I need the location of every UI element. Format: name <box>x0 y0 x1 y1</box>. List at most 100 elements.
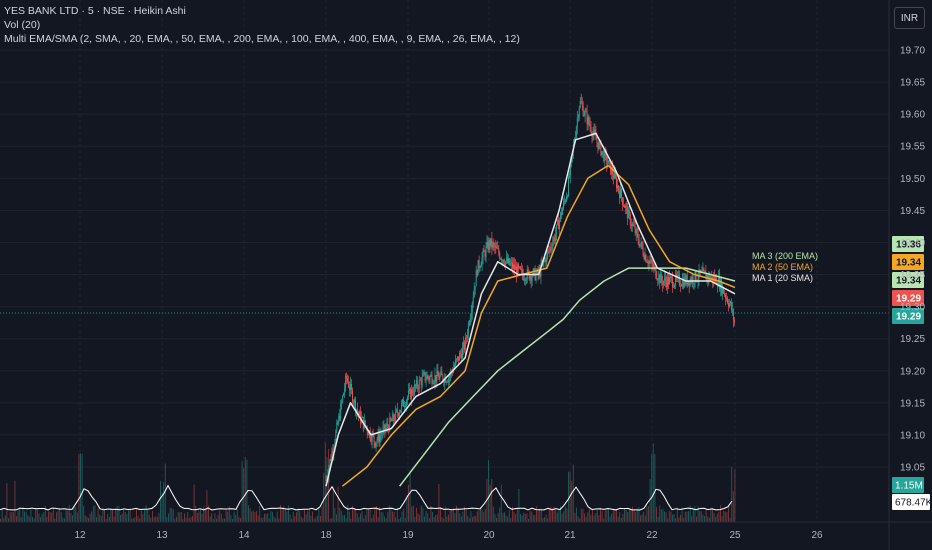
candle-body <box>719 276 721 290</box>
volume-bar <box>360 513 361 522</box>
volume-bar <box>139 518 141 522</box>
volume-bar <box>372 514 374 522</box>
y-tick-label: 19.65 <box>900 78 925 89</box>
volume-bar <box>560 506 561 522</box>
volume-bar <box>512 506 513 522</box>
candle-body <box>427 375 429 378</box>
volume-bar <box>520 513 521 522</box>
candle-body <box>440 371 442 376</box>
volume-bar <box>529 510 531 522</box>
candle-body <box>606 153 608 165</box>
candle-body <box>501 258 503 261</box>
candle-body <box>704 270 706 272</box>
ma-indicator-label[interactable]: Multi EMA/SMA (2, SMA, , 20, EMA, , 50, … <box>4 33 520 45</box>
ma2-line <box>341 164 736 487</box>
candle-body <box>395 410 397 421</box>
candle-body <box>492 242 494 248</box>
volume-bar <box>336 514 337 522</box>
candle-body <box>624 205 626 208</box>
candle-body <box>458 356 459 361</box>
volume-bar <box>456 505 457 522</box>
volume-bar <box>366 509 368 522</box>
volume-indicator-label[interactable]: Vol (20) <box>4 19 41 31</box>
volume-bar <box>585 516 587 522</box>
volume-bar <box>550 506 552 522</box>
candle-body <box>511 262 512 264</box>
volume-bar <box>262 517 264 522</box>
volume-bar <box>276 511 278 522</box>
candle-body <box>644 254 646 260</box>
volume-bar <box>64 518 65 522</box>
volume-bar <box>54 518 56 522</box>
candle-body <box>578 106 580 118</box>
candle-body <box>405 406 406 407</box>
volume-bar <box>169 507 171 522</box>
volume-bar <box>219 510 221 522</box>
currency-button[interactable]: INR <box>894 7 925 29</box>
volume-bar <box>35 508 37 522</box>
volume-bar <box>83 505 85 522</box>
volume-bar <box>545 514 547 522</box>
candle-body <box>430 375 432 377</box>
volume-bar <box>596 510 598 522</box>
volume-bar <box>345 518 347 522</box>
volume-bar <box>552 508 553 522</box>
symbol-title[interactable]: YES BANK LTD · 5 · NSE · Heikin Ashi <box>4 5 186 17</box>
candle-body <box>409 388 411 399</box>
candle-body <box>557 220 559 225</box>
volume-bar <box>172 509 174 522</box>
volume-bar <box>436 514 438 522</box>
candle-body <box>459 353 460 361</box>
volume-bar <box>76 512 78 522</box>
candle-body <box>512 262 513 269</box>
volume-bar <box>547 518 549 522</box>
volume-bar <box>480 506 481 522</box>
candle-body <box>672 277 673 288</box>
volume-bar <box>52 507 54 522</box>
volume-bar <box>427 513 429 522</box>
ma-label: MA 2 (50 EMA) <box>752 262 813 272</box>
volume-bar <box>408 484 409 522</box>
candle-body <box>513 264 514 269</box>
volume-bar <box>329 518 331 522</box>
volume-bar <box>609 516 611 522</box>
candle-body <box>585 111 587 113</box>
volume-bar <box>9 512 11 522</box>
volume-bar <box>528 518 529 522</box>
candle-body <box>652 264 654 269</box>
volume-bar <box>697 506 699 522</box>
volume-bar <box>164 463 166 522</box>
volume-bar <box>0 518 1 522</box>
candle-body <box>643 254 645 260</box>
volume-bar <box>563 511 565 522</box>
volume-bar <box>457 507 459 522</box>
candle-body <box>505 261 507 266</box>
volume-bar <box>398 518 400 522</box>
candle-body <box>465 337 467 339</box>
volume-bar <box>251 511 253 522</box>
volume-bar <box>292 511 294 522</box>
candle-body <box>678 275 680 285</box>
candle-body <box>401 403 403 410</box>
candle-body <box>357 412 359 416</box>
candle-body <box>421 376 423 386</box>
volume-bar <box>16 516 17 522</box>
volume-bar <box>524 514 526 522</box>
volume-bar <box>728 506 729 522</box>
candle-body <box>361 417 363 418</box>
volume-bar <box>702 514 704 522</box>
candle-body <box>607 163 609 165</box>
candle-body <box>638 240 640 247</box>
candle-body <box>354 399 355 403</box>
candle-body <box>406 400 407 407</box>
candle-body <box>457 356 458 359</box>
volume-bar <box>174 518 176 522</box>
candle-body <box>527 269 529 272</box>
candle-body <box>611 167 613 174</box>
volume-bar <box>112 509 113 522</box>
y-tick-label: 19.10 <box>900 430 925 441</box>
volume-bar <box>203 506 205 522</box>
candle-body <box>648 261 650 264</box>
